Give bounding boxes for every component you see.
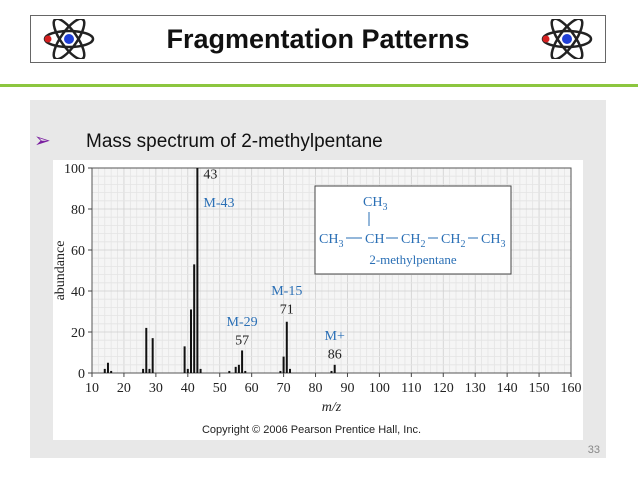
x-tick-label: 70	[277, 381, 291, 396]
structure-box	[314, 185, 512, 275]
y-tick-label: 60	[71, 244, 85, 259]
peak-annotation: 43	[203, 167, 217, 182]
x-tick-label: 160	[561, 381, 582, 396]
x-tick-label: 60	[245, 381, 259, 396]
x-tick-label: 20	[117, 381, 131, 396]
structure-group: CH3	[319, 232, 343, 250]
x-tick-label: 100	[369, 381, 390, 396]
x-tick-label: 90	[340, 381, 354, 396]
page-number: 33	[587, 444, 600, 456]
x-tick-label: 110	[401, 381, 421, 396]
title-box: Fragmentation Patterns	[30, 15, 606, 63]
peak-annotation: M-29	[227, 315, 258, 330]
peak-annotation: 57	[235, 333, 249, 348]
peak-annotation: M-15	[271, 284, 302, 299]
y-tick-label: 20	[71, 326, 85, 341]
peak-annotation: 86	[328, 348, 342, 363]
x-tick-label: 10	[85, 381, 99, 396]
y-axis-label: abundance	[53, 241, 68, 301]
atom-icon	[43, 19, 95, 59]
y-tick-label: 0	[78, 367, 85, 382]
x-tick-label: 140	[497, 381, 518, 396]
y-tick-label: 40	[71, 285, 85, 300]
bullet-text: Mass spectrum of 2-methylpentane	[86, 131, 383, 152]
structure-group: CH2	[441, 232, 465, 250]
peak-annotation: M+	[325, 329, 345, 344]
peak-annotation: M-43	[203, 196, 234, 211]
x-tick-label: 30	[149, 381, 163, 396]
structure-substituent: CH3	[363, 195, 387, 213]
structure-group: CH	[365, 232, 384, 247]
structure-group: CH3	[481, 232, 505, 250]
x-axis-label: m/z	[322, 400, 342, 415]
x-tick-label: 40	[181, 381, 195, 396]
y-tick-label: 80	[71, 203, 85, 218]
atom-icon	[541, 19, 593, 59]
peak-annotation: 71	[280, 303, 294, 318]
accent-divider	[0, 84, 638, 87]
slide-title: Fragmentation Patterns	[166, 24, 470, 54]
mass-spectrum-chart: 10 20 30 40 50 60 70 80 90 100 110 120 130 140 150 160 0…	[53, 160, 583, 440]
structure-name: 2-methylpentane	[369, 252, 457, 267]
structure-group: CH2	[401, 232, 425, 250]
bullet-arrow-icon: ➢	[34, 130, 51, 152]
x-tick-label: 150	[529, 381, 550, 396]
x-tick-label: 50	[213, 381, 227, 396]
y-tick-label: 100	[64, 162, 85, 177]
x-tick-label: 80	[309, 381, 323, 396]
copyright-note: Copyright © 2006 Pearson Prentice Hall, …	[202, 424, 421, 436]
x-tick-label: 130	[465, 381, 486, 396]
x-tick-label: 120	[433, 381, 454, 396]
